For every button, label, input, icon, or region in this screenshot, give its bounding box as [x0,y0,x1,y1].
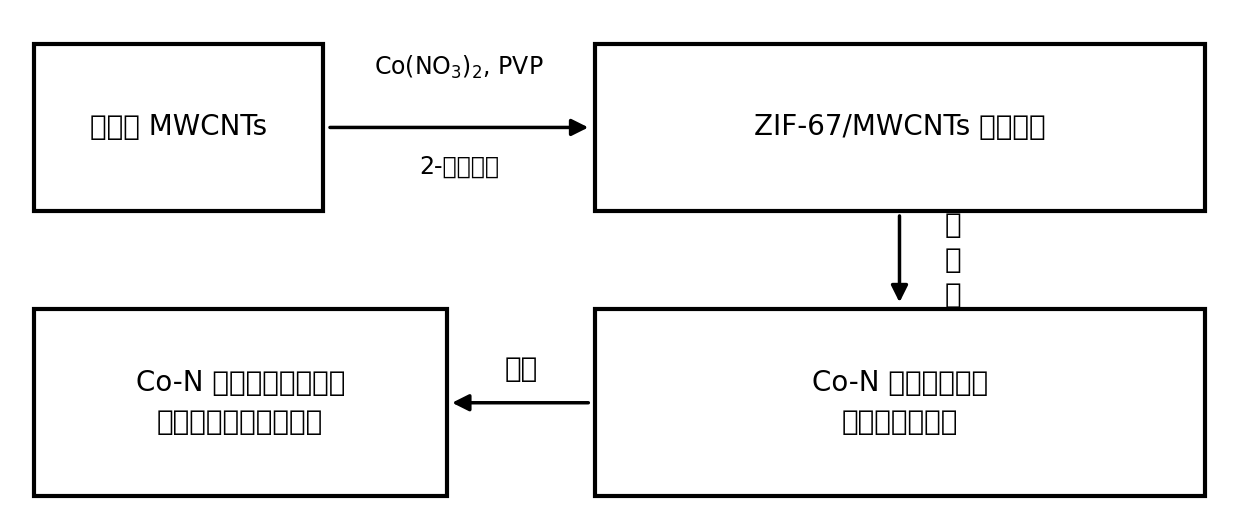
Bar [595,309,1206,496]
Text: Co-N 掺杂碳包覆碳
纳米管核壳结构: Co-N 掺杂碳包覆碳 纳米管核壳结构 [812,369,989,436]
Text: 盐酸: 盐酸 [504,355,538,383]
Text: Co-N 掺杂多孔碳包覆碳
纳米管核壳结构开化剂: Co-N 掺杂多孔碳包覆碳 纳米管核壳结构开化剂 [135,369,344,436]
Text: 热
处
理: 热 处 理 [944,211,960,309]
Bar [33,309,447,496]
Bar [595,44,1206,211]
Text: ZIF-67/MWCNTs 复合材料: ZIF-67/MWCNTs 复合材料 [755,113,1046,141]
Bar [33,44,323,211]
Text: 2-甲基咊唑: 2-甲基咊唑 [419,154,499,178]
Text: Co(NO$_3$)$_2$, PVP: Co(NO$_3$)$_2$, PVP [374,54,544,81]
Text: 酸化的 MWCNTs: 酸化的 MWCNTs [90,113,268,141]
